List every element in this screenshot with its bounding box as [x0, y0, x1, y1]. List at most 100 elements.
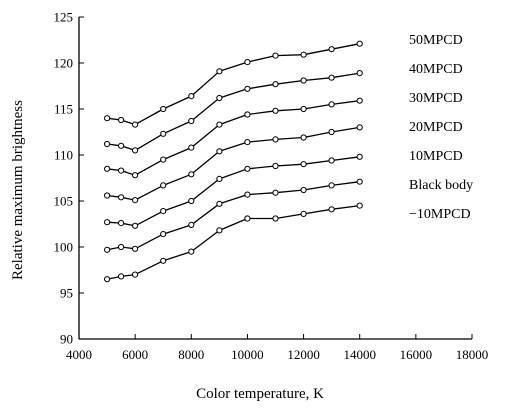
- data-point: [244, 111, 251, 118]
- series-label: 40MPCD: [409, 62, 463, 77]
- series-0: [104, 40, 363, 128]
- data-point: [300, 161, 307, 168]
- data-point: [356, 178, 363, 185]
- x-tick-label: 6000: [122, 347, 148, 362]
- data-point: [328, 46, 335, 53]
- data-point: [272, 189, 279, 196]
- series-label: Black body: [409, 178, 473, 193]
- data-point: [356, 40, 363, 47]
- data-point: [328, 182, 335, 189]
- data-point: [272, 81, 279, 88]
- series-line: [107, 43, 360, 126]
- data-point: [132, 271, 139, 278]
- series-line: [107, 126, 360, 201]
- data-point: [300, 186, 307, 194]
- data-point: [272, 162, 279, 170]
- data-point: [272, 215, 279, 222]
- data-point: [104, 165, 111, 172]
- series-line: [106, 181, 360, 251]
- y-tick-label: 115: [54, 102, 73, 117]
- data-point: [244, 59, 251, 66]
- y-tick-label: 110: [54, 148, 73, 163]
- data-point: [328, 74, 335, 81]
- series-2: [104, 97, 363, 179]
- data-point: [104, 140, 111, 148]
- data-point: [356, 153, 363, 160]
- series-line: [107, 72, 360, 152]
- series-line: [107, 100, 360, 176]
- y-tick-label: 90: [60, 332, 73, 347]
- data-point: [244, 191, 251, 198]
- data-point: [132, 172, 139, 179]
- x-tick-label: 8000: [178, 347, 204, 362]
- data-point: [132, 147, 139, 154]
- data-point: [118, 220, 125, 227]
- data-point: [188, 171, 195, 178]
- data-point: [104, 192, 111, 199]
- x-tick-label: 18000: [456, 347, 489, 362]
- data-point: [216, 227, 223, 234]
- data-point: [216, 121, 223, 128]
- data-point: [188, 144, 195, 151]
- x-axis-ticks: 4000 6000 8000 10000 12000 14000 16000 18000: [66, 334, 488, 362]
- data-point: [216, 148, 223, 155]
- data-point: [328, 157, 335, 164]
- data-point: [300, 105, 307, 113]
- data-point: [160, 105, 167, 113]
- data-point: [160, 156, 167, 163]
- data-point: [160, 208, 167, 215]
- data-point: [188, 221, 195, 228]
- data-point: [356, 70, 363, 77]
- series-label: 30MPCD: [409, 91, 463, 106]
- data-point: [188, 117, 195, 125]
- data-point: [160, 130, 167, 137]
- data-point: [244, 165, 251, 172]
- series-label: 50MPCD: [409, 33, 463, 48]
- data-point: [118, 116, 125, 124]
- data-point: [118, 194, 125, 201]
- series-line: [106, 204, 360, 280]
- y-tick-label: 100: [54, 240, 74, 255]
- data-point: [118, 167, 125, 174]
- x-tick-label: 10000: [231, 347, 264, 362]
- data-point: [300, 77, 307, 84]
- data-point: [188, 93, 195, 100]
- data-point: [272, 52, 279, 59]
- series-6: [104, 202, 363, 283]
- data-point: [328, 206, 335, 213]
- data-point: [300, 210, 307, 217]
- data-point: [216, 200, 223, 207]
- x-tick-label: 16000: [400, 347, 433, 362]
- data-point: [118, 243, 125, 251]
- data-point: [132, 121, 139, 128]
- series-3: [104, 124, 363, 204]
- data-point: [160, 182, 167, 189]
- series-layer: [104, 40, 363, 283]
- data-point: [104, 219, 111, 226]
- series-4: [104, 153, 363, 229]
- data-point: [104, 246, 111, 253]
- data-point: [300, 134, 307, 141]
- data-point: [328, 128, 335, 136]
- data-point: [104, 276, 111, 283]
- x-tick-label: 12000: [287, 347, 320, 362]
- y-axis-label: Relative maximum brightness: [10, 100, 26, 280]
- y-axis-ticks: 90 95 100 105 110 115 120 125: [54, 10, 84, 347]
- data-point: [188, 197, 195, 205]
- series-label: 20MPCD: [409, 120, 463, 135]
- data-point: [300, 51, 307, 58]
- series-1: [104, 70, 363, 154]
- series-line: [107, 156, 360, 227]
- series-label: 10MPCD: [409, 149, 463, 164]
- data-point: [328, 101, 335, 108]
- data-point: [160, 231, 167, 238]
- data-point: [216, 68, 223, 75]
- series-label: −10MPCD: [409, 207, 471, 222]
- series-5: [104, 178, 363, 253]
- data-point: [132, 197, 139, 204]
- x-tick-label: 4000: [66, 347, 92, 362]
- data-point: [272, 107, 279, 114]
- data-point: [118, 273, 125, 280]
